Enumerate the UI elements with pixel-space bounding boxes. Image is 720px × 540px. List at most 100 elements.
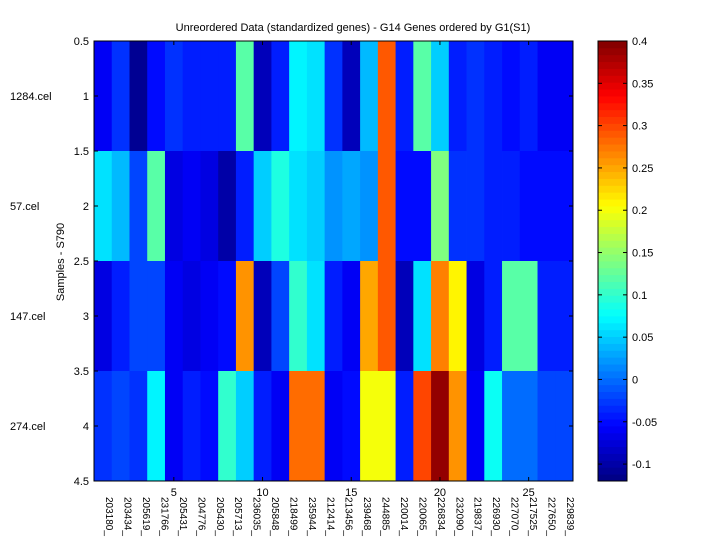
colorbar-swatch: [598, 137, 627, 145]
colorbar-swatch: [598, 336, 627, 344]
heatmap-cell: [484, 261, 503, 372]
heatmap-cell: [555, 41, 574, 152]
heatmap-cell: [147, 41, 166, 152]
heatmap-axes: 0.5 1 1.5 2 2.5 3 3.5 4 4.5 5 10 15 20 25 1284.cel 57.c…: [10, 36, 575, 536]
colorbar-tick-label: 0.05: [632, 332, 653, 344]
heatmap-cell: [111, 261, 130, 372]
column-label: 213456_: [343, 497, 354, 536]
heatmap-cell: [182, 41, 201, 152]
heatmap-cell: [271, 261, 290, 372]
heatmap-cell: [431, 261, 450, 372]
heatmap-cell: [147, 151, 166, 262]
y-tick-label: 2: [83, 201, 89, 213]
column-label: 212414_: [324, 497, 335, 536]
heatmap-cell: [164, 151, 184, 262]
heatmap-cell: [502, 151, 521, 262]
colorbar-swatch: [598, 343, 627, 351]
heatmap-cell: [218, 261, 237, 372]
row-label: 1284.cel: [10, 91, 52, 103]
chart-title: Unreordered Data (standardized genes) - …: [176, 22, 531, 34]
column-label: 239468_: [361, 497, 372, 536]
colorbar-swatch: [598, 467, 627, 475]
heatmap-cell: [200, 41, 219, 152]
heatmap-cell: [431, 371, 450, 482]
heatmap-cell: [342, 41, 361, 152]
column-label: 229839_: [564, 497, 575, 536]
column-label: 204776_: [195, 497, 206, 536]
heatmap-cell: [537, 371, 556, 482]
column-label: 203180_: [103, 497, 114, 536]
heatmap-cell: [324, 371, 343, 482]
heatmap-cell: [537, 151, 556, 262]
heatmap-cell: [537, 41, 556, 152]
heatmap-cell: [271, 151, 290, 262]
heatmap-cell: [235, 371, 255, 482]
x-tick-label: 5: [171, 487, 177, 499]
colorbar-swatch: [598, 178, 627, 186]
heatmap-cell: [253, 41, 272, 152]
colorbar-swatch: [598, 185, 627, 193]
colorbar-swatch: [598, 412, 627, 420]
colorbar-swatch: [598, 206, 627, 214]
heatmap-cell: [413, 151, 432, 262]
colorbar-swatch: [598, 322, 627, 331]
colorbar-swatch: [598, 109, 627, 118]
colorbar-swatch: [598, 68, 627, 76]
colorbar-frame: [597, 40, 628, 482]
heatmap-cell: [324, 151, 343, 262]
heatmap-cell: [129, 151, 148, 262]
colorbar-swatch: [598, 212, 627, 221]
heatmap-cell: [448, 261, 467, 372]
colorbar-swatch: [598, 357, 627, 365]
heatmap-cell: [111, 151, 130, 262]
column-label: 219837_: [472, 497, 483, 536]
heatmap-cell: [147, 261, 166, 372]
column-label: 205848_: [269, 497, 280, 536]
heatmap-cell: [324, 261, 343, 372]
colorbar-swatch: [598, 295, 627, 303]
column-label: 205431_: [177, 497, 188, 536]
colorbar-swatch: [598, 371, 627, 379]
heatmap-cell: [218, 151, 237, 262]
heatmap-cell: [466, 151, 485, 262]
heatmap-cell: [360, 261, 379, 372]
colorbar-swatch: [598, 446, 627, 454]
heatmap-cell: [200, 371, 219, 482]
column-label: 231766_: [158, 497, 169, 536]
y-tick-label: 1.5: [74, 146, 89, 158]
heatmap-cell: [360, 151, 379, 262]
colorbar-swatch: [598, 274, 627, 283]
column-label: 226930_: [490, 497, 501, 536]
colorbar-swatch: [598, 96, 627, 104]
heatmap-cell: [147, 371, 166, 482]
heatmap-cell: [253, 371, 272, 482]
heatmap-cell: [377, 261, 396, 372]
column-label: 227650_: [545, 497, 556, 536]
heatmap-cell: [342, 371, 361, 482]
heatmap-cell: [235, 261, 255, 372]
colorbar-swatch: [598, 419, 627, 427]
colorbar-swatch: [598, 453, 627, 461]
colorbar-swatch: [598, 226, 627, 234]
heatmap-cell: [448, 151, 467, 262]
colorbar-swatch: [598, 41, 627, 49]
colorbar-swatch: [598, 261, 627, 269]
column-label: 244885_: [380, 497, 391, 536]
heatmap-cell: [466, 261, 485, 372]
heatmap-cell: [466, 41, 485, 152]
colorbar-swatch: [598, 350, 627, 358]
heatmap-cells: [94, 41, 574, 482]
column-label: 236035_: [251, 497, 262, 536]
colorbar-swatch: [598, 164, 627, 173]
y-axis-label: Samples - S790: [55, 223, 67, 301]
heatmap-cell: [111, 41, 130, 152]
colorbar-swatch: [598, 288, 627, 296]
colorbar-swatch: [598, 281, 627, 289]
heatmap-cell: [164, 261, 184, 372]
heatmap-cell: [271, 41, 290, 152]
colorbar-swatch: [598, 439, 627, 448]
heatmap-cell: [111, 371, 130, 482]
heatmap-cell: [324, 41, 343, 152]
colorbar-swatch: [598, 130, 627, 138]
